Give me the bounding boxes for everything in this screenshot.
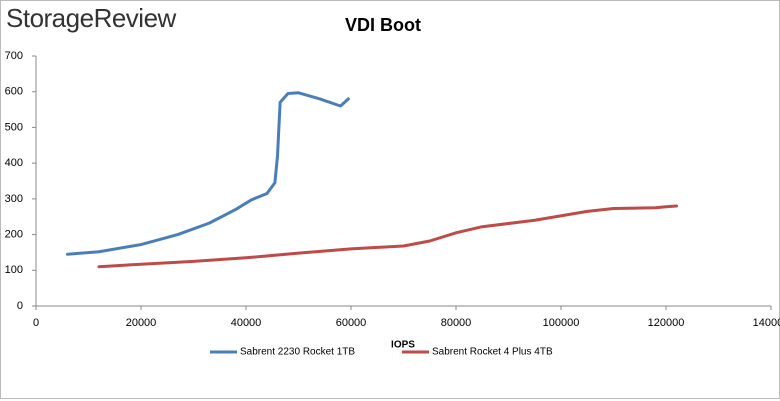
x-tick-label: 60000: [336, 317, 367, 329]
x-axis-label: IOPS: [391, 340, 415, 351]
y-tick-label: 300: [5, 193, 23, 205]
chart-title: VDI Boot: [345, 15, 421, 35]
x-tick-label: 0: [33, 317, 39, 329]
y-tick-label: 700: [5, 50, 23, 62]
x-tick-label: 100000: [543, 317, 580, 329]
logo: StorageReview: [6, 3, 177, 33]
series-line: [97, 204, 678, 269]
y-tick-label: 200: [5, 228, 23, 240]
x-tick-label: 140000: [753, 317, 780, 329]
x-tick-label: 80000: [441, 317, 472, 329]
y-tick-label: 400: [5, 157, 23, 169]
y-tick-label: 500: [5, 121, 23, 133]
series-line: [66, 91, 350, 256]
y-tick-label: 600: [5, 86, 23, 98]
y-tick-label: 0: [17, 300, 23, 312]
x-tick-label: 40000: [231, 317, 262, 329]
y-tick-label: 100: [5, 264, 23, 276]
legend-label: Sabrent 2230 Rocket 1TB: [240, 347, 355, 358]
x-tick-label: 120000: [648, 317, 685, 329]
legend-label: Sabrent Rocket 4 Plus 4TB: [432, 347, 553, 358]
x-tick-label: 20000: [126, 317, 157, 329]
